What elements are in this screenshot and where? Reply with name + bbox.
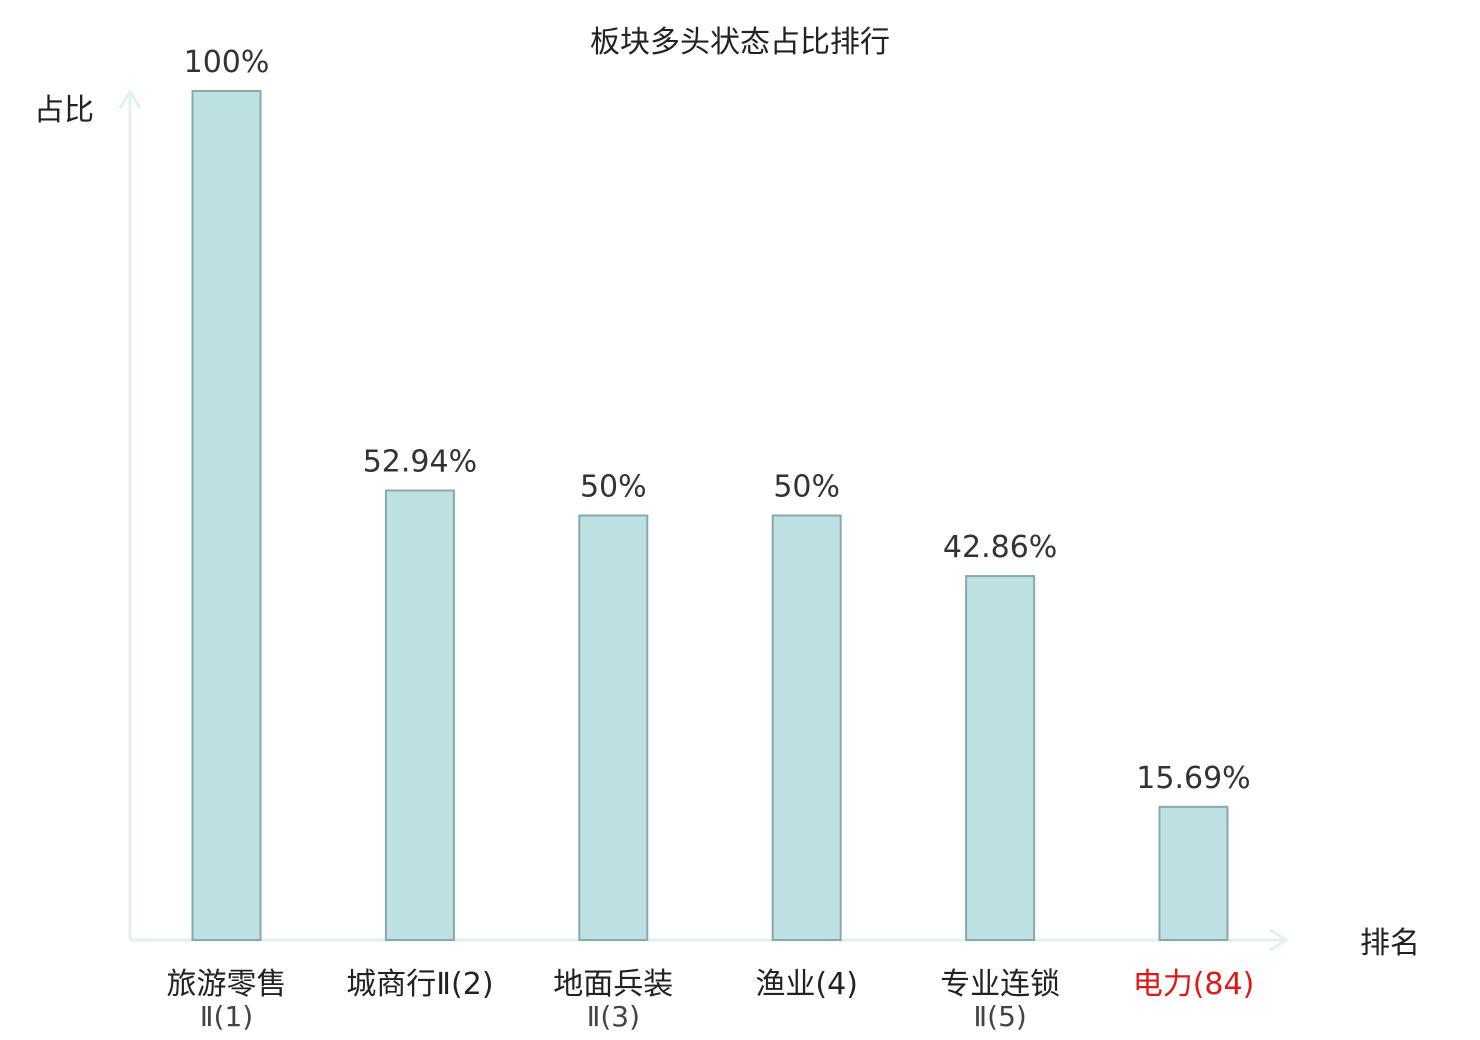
x-tick-label-4: 渔业(4) [755,967,858,1002]
x-tick-label-3: 地面兵装 [553,967,673,1002]
x-tick-label-2: 城商行Ⅱ(2) [346,967,493,1002]
bar-3 [578,514,649,941]
x-axis-arrowhead [1269,928,1289,952]
x-tick-label-1-line2: Ⅱ(1) [200,1000,253,1033]
x-tick-label-5: 专业连锁 [940,967,1060,1002]
x-axis-label: 排名 [1360,926,1420,961]
bar-value-label-5: 42.86% [943,530,1057,565]
x-tick-label-1: 旅游零售 [167,967,287,1002]
bar-6 [1158,805,1229,941]
value-labels-group: 100% 52.94% 50% 50% 42.86% 15.69% [184,45,1251,796]
bar-5 [965,575,1036,941]
x-axis [130,928,1289,952]
bar-value-label-3: 50% [580,470,647,505]
y-axis-label: 占比 [34,93,94,128]
bar-value-label-2: 52.94% [363,445,477,480]
x-tick-label-5-line2: Ⅱ(5) [973,1000,1026,1033]
chart-title: 板块多头状态占比排行 [590,25,890,60]
y-axis [118,89,142,940]
bar-value-label-6: 15.69% [1136,761,1250,796]
bar-value-label-1: 100% [184,45,270,80]
bar-1 [191,90,262,941]
bar-value-label-4: 50% [773,470,840,505]
x-tick-label-6: 电力(84) [1133,967,1255,1002]
bar-2 [384,489,455,941]
bars-group [191,90,1229,941]
x-tick-label-3-line2: Ⅱ(3) [587,1000,640,1033]
bar-4 [771,514,842,941]
y-axis-arrowhead [118,89,142,109]
